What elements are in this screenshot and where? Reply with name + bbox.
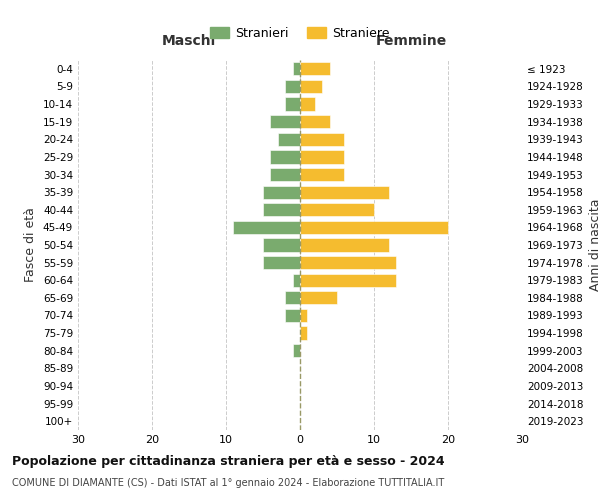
Bar <box>300 98 315 110</box>
Bar <box>300 274 396 287</box>
Bar <box>285 80 300 93</box>
Bar <box>300 326 307 340</box>
Y-axis label: Anni di nascita: Anni di nascita <box>589 198 600 291</box>
Text: Popolazione per cittadinanza straniera per età e sesso - 2024: Popolazione per cittadinanza straniera p… <box>12 455 445 468</box>
Bar <box>263 256 300 269</box>
Bar <box>263 238 300 252</box>
Bar <box>300 150 344 164</box>
Bar <box>300 256 396 269</box>
Bar <box>263 186 300 198</box>
Bar <box>285 309 300 322</box>
Bar <box>285 98 300 110</box>
Bar <box>300 115 329 128</box>
Bar <box>300 80 322 93</box>
Bar <box>285 291 300 304</box>
Bar <box>300 221 448 234</box>
Bar <box>300 62 329 76</box>
Bar <box>263 203 300 216</box>
Bar <box>300 203 374 216</box>
Bar <box>271 115 300 128</box>
Bar <box>233 221 300 234</box>
Bar <box>271 168 300 181</box>
Bar <box>300 309 307 322</box>
Text: Maschi: Maschi <box>162 34 216 48</box>
Bar <box>293 62 300 76</box>
Y-axis label: Fasce di età: Fasce di età <box>25 208 37 282</box>
Bar <box>300 132 344 146</box>
Bar <box>300 186 389 198</box>
Bar <box>293 274 300 287</box>
Text: COMUNE DI DIAMANTE (CS) - Dati ISTAT al 1° gennaio 2024 - Elaborazione TUTTITALI: COMUNE DI DIAMANTE (CS) - Dati ISTAT al … <box>12 478 444 488</box>
Bar <box>271 150 300 164</box>
Bar <box>293 344 300 358</box>
Bar <box>300 291 337 304</box>
Text: Femmine: Femmine <box>376 34 446 48</box>
Legend: Stranieri, Straniere: Stranieri, Straniere <box>205 22 395 45</box>
Bar <box>300 168 344 181</box>
Bar <box>300 238 389 252</box>
Bar <box>278 132 300 146</box>
